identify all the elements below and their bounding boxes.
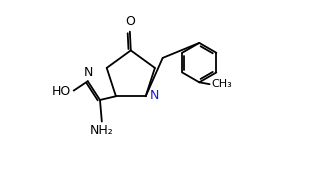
Text: O: O <box>125 15 135 28</box>
Text: NH₂: NH₂ <box>90 124 114 137</box>
Text: CH₃: CH₃ <box>211 79 232 89</box>
Text: N: N <box>84 66 94 79</box>
Text: N: N <box>150 89 159 102</box>
Text: HO: HO <box>52 85 71 98</box>
